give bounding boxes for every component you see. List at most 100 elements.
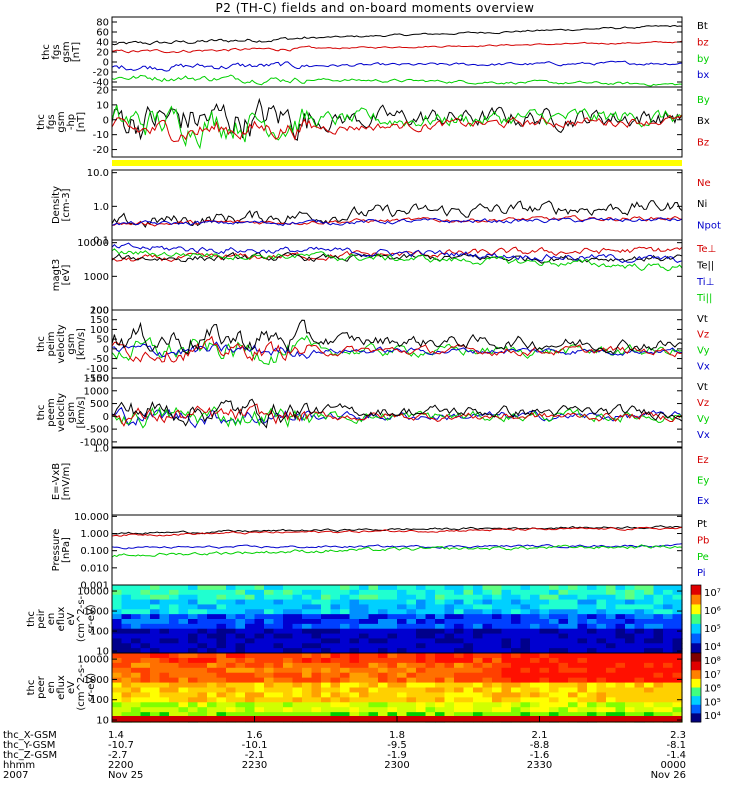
spectrogram-cell <box>454 614 465 620</box>
spectrogram-cell <box>530 667 541 674</box>
spectrogram-cell <box>463 682 474 689</box>
spectrogram-cell <box>435 633 446 640</box>
spectrogram-cell <box>245 697 256 703</box>
spectrogram-cell <box>663 585 674 591</box>
spectrogram-cell <box>235 619 246 625</box>
spectrogram-cell <box>283 672 294 679</box>
spectrogram-cell <box>568 687 579 694</box>
spectrogram-cell <box>653 667 664 674</box>
spectrogram-cell <box>473 662 484 669</box>
spectrogram-cell <box>549 599 560 606</box>
spectrogram-cell <box>150 628 161 635</box>
spectrogram-cell <box>511 692 522 698</box>
spectrogram-cell <box>216 667 227 674</box>
spectrogram-cell <box>444 712 455 718</box>
spectrogram-cell <box>216 648 227 654</box>
spectrogram-cell <box>169 643 180 649</box>
spectrogram-cell <box>482 633 493 640</box>
spectrogram-cell <box>644 585 655 591</box>
spectrogram-cell <box>159 633 170 640</box>
spectrogram-cell <box>482 657 493 664</box>
spectrogram-cell <box>435 667 446 674</box>
spectrogram-cell <box>245 633 256 640</box>
spectrogram-cell <box>606 628 617 635</box>
spectrogram-cell <box>454 677 465 684</box>
spectrogram-cell <box>539 604 550 610</box>
spectrogram-cell <box>235 692 246 698</box>
x-tick-label: 2.3 <box>670 730 686 741</box>
spectrogram-cell <box>530 628 541 635</box>
spectrogram-cell <box>197 692 208 698</box>
spectrogram-cell <box>197 672 208 679</box>
y-axis-label: peer <box>36 675 47 699</box>
spectrogram-cell <box>292 657 303 664</box>
y-tick-label: 100 <box>90 627 109 638</box>
spectrogram-cell <box>216 677 227 684</box>
spectrogram-cell <box>587 604 598 610</box>
spectrogram-cell <box>169 604 180 610</box>
series-line-pb <box>111 526 683 537</box>
spectrogram-cell <box>454 672 465 679</box>
spectrogram-cell <box>549 589 560 596</box>
spectrogram-cell <box>416 682 427 689</box>
spectrogram-cell <box>368 672 379 679</box>
series-line-vy <box>111 406 683 429</box>
spectrogram-cell <box>672 585 683 591</box>
spectrogram-cell <box>663 609 674 615</box>
spectrogram-cell <box>454 702 465 708</box>
spectrogram-cell <box>530 707 541 713</box>
spectrogram-cell <box>368 594 379 601</box>
spectrogram-cell <box>435 662 446 669</box>
spectrogram-cell <box>492 697 503 703</box>
spectrogram-cell <box>606 614 617 620</box>
spectrogram-cell <box>378 594 389 601</box>
spectrogram-cell <box>169 633 180 640</box>
spectrogram-cell <box>606 697 617 703</box>
spectrogram-cell <box>330 589 341 596</box>
spectrogram-cell <box>625 609 636 615</box>
spectrogram-cell <box>549 662 560 669</box>
y-axis-label: sr-eV) <box>86 604 97 633</box>
spectrogram-cell <box>273 672 284 679</box>
spectrogram-cell <box>425 707 436 713</box>
spectrogram-cell <box>530 682 541 689</box>
spectrogram-cell <box>539 619 550 625</box>
y-tick-label: 10 <box>96 100 109 111</box>
spectrogram-cell <box>264 712 275 718</box>
spectrogram-cell <box>302 585 313 591</box>
spectrogram-cell <box>558 614 569 620</box>
spectrogram-cell <box>463 697 474 703</box>
spectrogram-cell <box>112 589 123 596</box>
spectrogram-cell <box>644 692 655 698</box>
spectrogram-cell <box>634 707 645 713</box>
spectrogram-cell <box>425 677 436 684</box>
spectrogram-cell <box>672 672 683 679</box>
spectrogram-cell <box>340 589 351 596</box>
spectrogram-cell <box>387 585 398 591</box>
spectrogram-cell <box>368 628 379 635</box>
y-axis-label: thc <box>41 44 52 60</box>
spectrogram-cell <box>492 609 503 615</box>
spectrogram-cell <box>159 657 170 664</box>
spectrogram-cell <box>634 619 645 625</box>
spectrogram-cell <box>435 712 446 718</box>
spectrogram-cell <box>406 604 417 610</box>
spectrogram-cell <box>568 662 579 669</box>
spectrogram-cell <box>169 702 180 708</box>
spectrogram-cell <box>397 692 408 698</box>
spectrogram-cell <box>349 707 360 713</box>
spectrogram-cell <box>549 682 560 689</box>
y-tick-label: 10000 <box>77 587 109 598</box>
spectrogram-cell <box>615 638 626 644</box>
spectrogram-cell <box>425 589 436 596</box>
spectrogram-cell <box>463 585 474 591</box>
spectrogram-cell <box>226 589 237 596</box>
spectrogram-cell <box>568 614 579 620</box>
spectrogram-cell <box>653 662 664 669</box>
spectrogram-cell <box>549 594 560 601</box>
colorbar-segment <box>691 585 701 596</box>
spectrogram-cell <box>663 638 674 644</box>
spectrogram-cell <box>131 687 142 694</box>
spectrogram-cell <box>340 599 351 606</box>
